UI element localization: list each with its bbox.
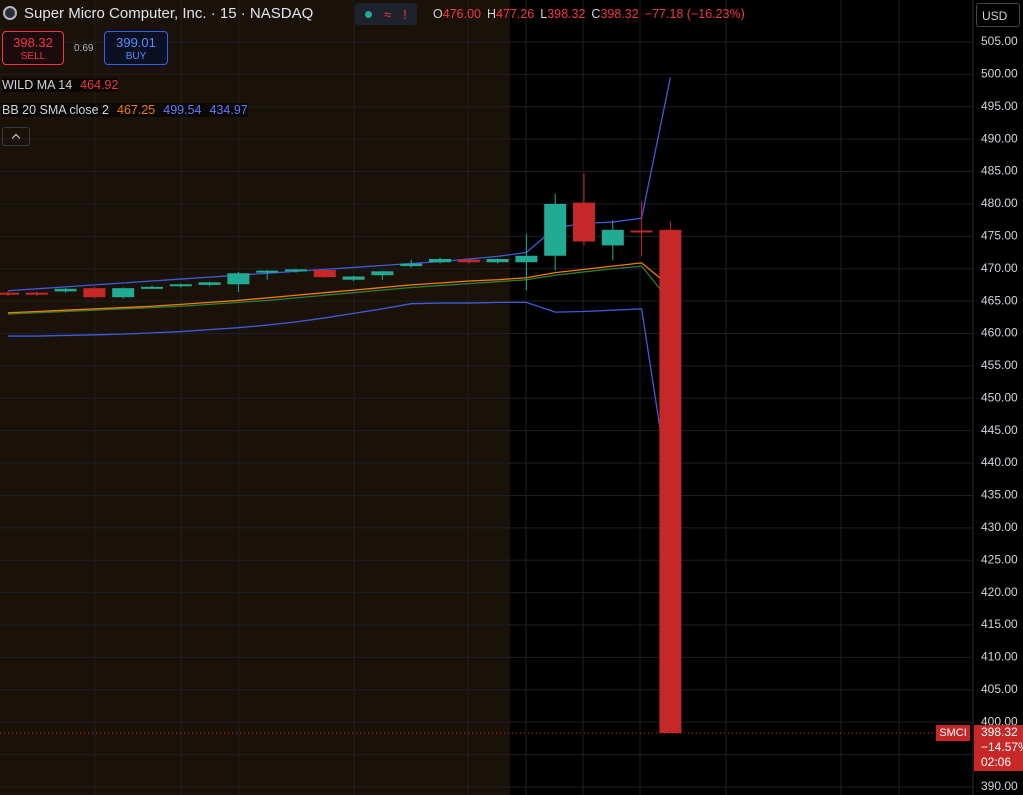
y-tick-label: 420.00 bbox=[981, 585, 1018, 599]
y-tick-label: 490.00 bbox=[981, 131, 1018, 145]
y-tick-label: 410.00 bbox=[981, 650, 1018, 664]
price-tag-change: −14.57% bbox=[981, 740, 1023, 754]
ohlc: O476.00 H477.26 L398.32 C398.32 −77.18 (… bbox=[433, 7, 745, 21]
indicator-value: 499.54 bbox=[163, 103, 202, 117]
y-tick-label: 475.00 bbox=[981, 228, 1018, 242]
logo bbox=[3, 6, 17, 20]
change: −77.18 (−16.23%) bbox=[644, 7, 745, 21]
indicator-line bbox=[8, 301, 672, 496]
y-tick-label: 445.00 bbox=[981, 423, 1018, 437]
y-tick-label: 425.00 bbox=[981, 552, 1018, 566]
spread: 0.69 bbox=[74, 43, 94, 54]
y-tick-label: 460.00 bbox=[981, 326, 1018, 340]
sell-button[interactable]: 398.32 SELL bbox=[2, 31, 64, 65]
y-tick-label: 405.00 bbox=[981, 682, 1018, 696]
price-tag bbox=[974, 725, 1023, 772]
candle-body bbox=[515, 255, 538, 263]
y-tick-label: 505.00 bbox=[981, 34, 1018, 48]
y-tick-label: 440.00 bbox=[981, 455, 1018, 469]
status-icon: ! bbox=[403, 6, 407, 22]
y-tick-label: 485.00 bbox=[981, 164, 1018, 178]
candle-body bbox=[630, 230, 653, 233]
candle-body bbox=[342, 276, 365, 280]
indicator-legend[interactable]: WILD MA 14 464.92 bbox=[2, 78, 119, 92]
candle-body bbox=[371, 271, 394, 276]
y-tick-label: 465.00 bbox=[981, 293, 1018, 307]
y-tick-label: 450.00 bbox=[981, 390, 1018, 404]
buy-button[interactable]: 399.01 BUY bbox=[104, 31, 168, 65]
indicator-name: BB 20 SMA close 2 bbox=[2, 103, 110, 117]
candle-body bbox=[83, 288, 106, 298]
indicator-value: 467.25 bbox=[117, 103, 156, 117]
candle-body bbox=[227, 273, 250, 285]
sell-label: SELL bbox=[20, 50, 46, 62]
indicator-line bbox=[7, 265, 671, 315]
candle-body bbox=[198, 282, 221, 285]
indicator-value: 464.92 bbox=[80, 78, 119, 92]
candle-body bbox=[256, 270, 279, 273]
candle-body bbox=[429, 258, 451, 263]
indicator-value: 434.97 bbox=[209, 103, 248, 117]
y-tick-label: 470.00 bbox=[981, 261, 1018, 275]
ohlc-label: L bbox=[540, 7, 548, 21]
y-tick-label: 480.00 bbox=[981, 196, 1018, 210]
indicator-name: WILD MA 14 bbox=[2, 78, 73, 92]
candle-body bbox=[0, 292, 19, 295]
ohlc-label: H bbox=[486, 7, 496, 21]
sell-price: 398.32 bbox=[13, 34, 53, 50]
y-tick-label: 400.00 bbox=[981, 714, 1018, 728]
indicator-line bbox=[7, 262, 671, 314]
candle-body bbox=[486, 258, 509, 263]
indicator-legend[interactable]: BB 20 SMA close 2 467.25 499.54 434.97 bbox=[2, 103, 248, 117]
candle-body bbox=[457, 259, 480, 263]
ohlc-label: C bbox=[591, 7, 601, 21]
symbol-tag-label: SMCI bbox=[939, 727, 967, 739]
y-tick-label: 430.00 bbox=[981, 520, 1018, 534]
collapse-button[interactable] bbox=[2, 127, 30, 146]
ohlc-value: 398.32 bbox=[600, 7, 639, 21]
session-shade bbox=[0, 0, 510, 795]
currency[interactable]: USD bbox=[976, 3, 1020, 27]
y-tick-label: 500.00 bbox=[981, 67, 1018, 81]
candle-body bbox=[313, 270, 336, 278]
y-tick-label: 415.00 bbox=[981, 617, 1018, 631]
candle-body bbox=[659, 229, 682, 734]
ohlc-label: O bbox=[433, 7, 443, 21]
ohlc-value: 477.26 bbox=[496, 7, 535, 21]
status-pill[interactable]: ≈! bbox=[355, 3, 417, 25]
y-tick-label: 495.00 bbox=[981, 99, 1018, 113]
candle-body bbox=[400, 263, 423, 267]
ohlc-value: 398.32 bbox=[547, 7, 586, 21]
price-scale bbox=[973, 0, 1023, 795]
buy-label: BUY bbox=[125, 50, 147, 62]
candle-body bbox=[112, 288, 135, 298]
price-tag-countdown: 02:06 bbox=[981, 755, 1011, 769]
y-tick-label: 390.00 bbox=[981, 779, 1018, 793]
symbol-title: Super Micro Computer, Inc. · 15 · NASDAQ bbox=[24, 5, 314, 22]
candle-body bbox=[544, 203, 567, 256]
y-tick-label: 455.00 bbox=[981, 358, 1018, 372]
price-tag-price: 398.32 bbox=[981, 725, 1018, 739]
y-tick-label: 435.00 bbox=[981, 488, 1018, 502]
candle-body bbox=[285, 269, 307, 272]
symbol-tag bbox=[936, 725, 970, 742]
candle-body bbox=[141, 286, 163, 289]
candle-body bbox=[25, 292, 48, 295]
ohlc-value: 476.00 bbox=[442, 7, 481, 21]
candle-body bbox=[573, 202, 595, 242]
candle-body bbox=[169, 284, 192, 287]
candle-body bbox=[601, 229, 624, 246]
candle-body bbox=[54, 288, 77, 292]
status-dot bbox=[365, 10, 372, 18]
buy-price: 399.01 bbox=[116, 34, 156, 50]
status-icon: ≈ bbox=[384, 6, 392, 22]
